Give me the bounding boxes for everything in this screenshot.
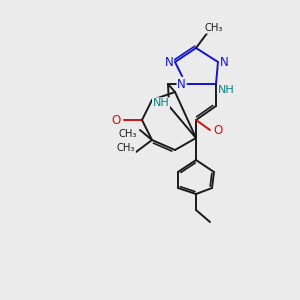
Text: N: N [165, 56, 173, 68]
Text: NH: NH [218, 85, 234, 95]
Text: N: N [220, 56, 228, 68]
Text: O: O [213, 124, 223, 136]
Text: N: N [177, 77, 186, 91]
Text: NH: NH [153, 98, 169, 108]
Text: O: O [111, 113, 121, 127]
Text: CH₃: CH₃ [117, 143, 135, 153]
Text: CH₃: CH₃ [205, 23, 223, 33]
Text: CH₃: CH₃ [119, 129, 137, 139]
